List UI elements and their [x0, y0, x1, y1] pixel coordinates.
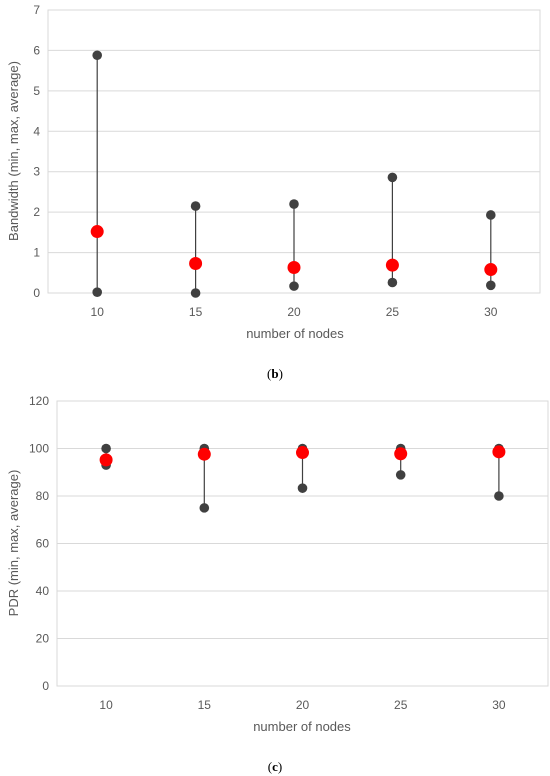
average-point [197, 447, 211, 461]
gridlines [47, 9, 541, 294]
min-point [289, 281, 299, 291]
x-tick-label: 10 [91, 305, 105, 319]
min-point [395, 470, 406, 480]
y-tick-label: 40 [36, 584, 50, 598]
y-tick-label: 2 [33, 205, 40, 219]
y-tick-label: 4 [33, 124, 40, 138]
average-point [385, 258, 399, 272]
y-tick-label: 7 [33, 3, 40, 17]
y-tick-label: 0 [42, 679, 49, 693]
x-tick-labels: 10 15 20 25 30 [99, 698, 505, 712]
x-tick-label: 10 [99, 698, 113, 712]
y-tick-label: 20 [36, 632, 50, 646]
average-point [99, 453, 113, 467]
y-axis-label: PDR (min, max, average) [6, 470, 21, 617]
x-tick-label: 25 [386, 305, 400, 319]
min-point [494, 491, 504, 501]
average-point [296, 446, 309, 460]
x-tick-label: 20 [287, 305, 301, 319]
y-tick-label: 5 [33, 84, 40, 98]
min-point [92, 287, 102, 297]
caption-letter: b [271, 366, 278, 381]
x-tick-label: 30 [484, 305, 498, 319]
y-tick-label: 1 [33, 246, 40, 260]
x-tick-labels: 10 15 20 25 30 [91, 305, 498, 319]
average-point [189, 256, 203, 270]
min-point [486, 280, 496, 291]
y-tick-labels: 0 20 40 60 80 100 120 [29, 394, 49, 693]
y-tick-label: 120 [29, 394, 49, 408]
y-tick-label: 3 [33, 165, 40, 179]
x-tick-label: 15 [198, 698, 212, 712]
max-point [486, 210, 496, 220]
figure-caption: (c) [268, 759, 282, 774]
x-tick-label: 25 [394, 698, 408, 712]
max-point [101, 443, 111, 454]
chart-bandwidth: 0 1 2 3 4 5 6 7 10 15 20 25 30 number of nodes Band… [6, 3, 541, 381]
caption-letter: c [272, 759, 278, 774]
y-axis-label: Bandwidth (min, max, average) [6, 61, 21, 241]
x-tick-label: 30 [492, 698, 506, 712]
figure-caption: (b) [267, 366, 283, 381]
average-point [484, 263, 498, 277]
data-marks [90, 50, 498, 298]
max-point [190, 201, 201, 211]
data-marks [99, 443, 506, 513]
min-point [190, 288, 201, 298]
average-point [287, 261, 301, 275]
min-point [297, 483, 308, 493]
x-tick-label: 15 [189, 305, 203, 319]
y-tick-label: 60 [36, 537, 50, 551]
x-axis-label: number of nodes [246, 326, 344, 341]
average-point [394, 447, 408, 461]
chart-pdr: 0 20 40 60 80 100 120 10 15 20 25 30 number of nod… [6, 394, 549, 774]
x-axis-label: number of nodes [253, 719, 351, 734]
min-point [199, 503, 210, 513]
y-tick-label: 0 [33, 286, 40, 300]
y-tick-label: 6 [33, 43, 40, 57]
max-point [289, 199, 299, 209]
y-tick-labels: 0 1 2 3 4 5 6 7 [33, 3, 40, 300]
y-tick-label: 100 [29, 442, 49, 456]
min-point [387, 277, 398, 288]
x-tick-label: 20 [296, 698, 310, 712]
average-point [492, 445, 506, 459]
max-point [387, 172, 398, 183]
average-point [90, 225, 104, 239]
max-point [92, 50, 102, 61]
y-tick-label: 80 [36, 489, 50, 503]
